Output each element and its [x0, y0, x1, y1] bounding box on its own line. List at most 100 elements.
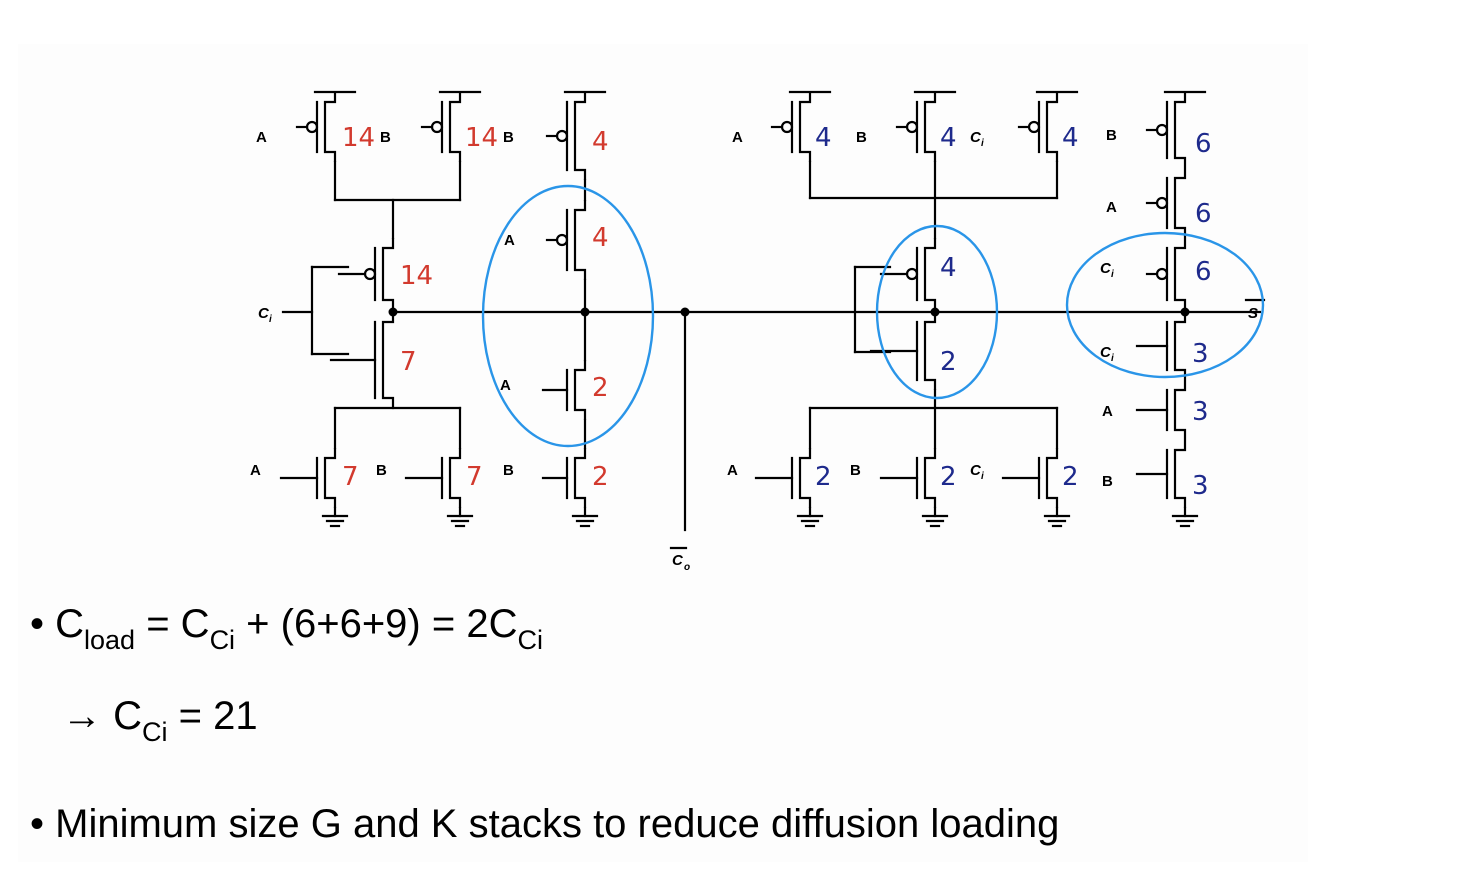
- transistor-size: 3: [1192, 339, 1209, 369]
- diffusion-highlight-circle: [875, 224, 999, 400]
- bullet: •: [30, 602, 45, 646]
- transistor-size: 7: [466, 462, 483, 492]
- arrow-icon: →: [62, 694, 102, 738]
- transistor-size: 2: [815, 462, 832, 492]
- pmos-bubble: [1155, 123, 1169, 137]
- cci-sub: Ci: [142, 717, 168, 747]
- input-label-b: B: [503, 129, 514, 146]
- transistor-channel: [923, 92, 937, 162]
- transistor-size: 14: [400, 261, 433, 291]
- output-label-s-bar: S: [1248, 305, 1258, 322]
- input-label-a: A: [1106, 199, 1117, 216]
- pmos-bubble: [780, 120, 794, 134]
- output-label-co-bar: C: [672, 552, 684, 569]
- transistor-size: 14: [465, 123, 498, 153]
- transistor-size: 4: [592, 127, 609, 157]
- transistor-size: 6: [1195, 129, 1212, 159]
- transistor-size: 14: [342, 123, 375, 153]
- transistor-channel: [448, 92, 462, 162]
- input-label-b: B: [850, 462, 861, 479]
- transistor-channel: [798, 448, 812, 508]
- input-label-a: A: [250, 462, 261, 479]
- cci-c: C: [102, 694, 142, 738]
- diffusion-highlight-circle: [481, 184, 655, 448]
- c-load-c: C: [55, 602, 85, 646]
- diffusion-highlight-circle: [1065, 231, 1265, 379]
- transistor-size: 2: [940, 347, 957, 377]
- input-label-b: B: [380, 129, 391, 146]
- transistor-channel: [923, 238, 937, 310]
- transistor-channel: [323, 448, 337, 508]
- junction-dot: [680, 307, 690, 317]
- equation-cload: • Cload = CCi + (6+6+9) = 2CCi: [30, 602, 543, 655]
- input-label-ci: C: [970, 462, 982, 479]
- transistor-channel: [381, 238, 395, 310]
- input-label-sub: i: [981, 471, 984, 482]
- c-load-sub: load: [84, 625, 136, 655]
- transistor-size: 2: [1062, 462, 1079, 492]
- transistor-size: 4: [940, 123, 957, 153]
- input-label-b: B: [376, 462, 387, 479]
- transistor-size: 2: [592, 462, 609, 492]
- transistor-channel: [1173, 440, 1187, 508]
- transistor-size: 6: [1195, 257, 1212, 287]
- bullet: •: [30, 802, 45, 846]
- pmos-bubble: [555, 129, 569, 143]
- input-label-ci: C: [1100, 260, 1112, 277]
- pmos-bubble: [555, 233, 569, 247]
- transistor-channel: [1173, 238, 1187, 310]
- input-label-ci: C: [970, 129, 982, 146]
- transistor-size: 4: [940, 253, 957, 283]
- transistor-channel: [1045, 448, 1059, 508]
- pmos-bubble: [905, 120, 919, 134]
- transistor-channel: [573, 448, 587, 508]
- transistor-size: 4: [592, 223, 609, 253]
- transistor-size: 3: [1192, 471, 1209, 501]
- eq-part-2: + (6+6+9) = 2C: [235, 602, 518, 646]
- transistor-channel: [381, 312, 395, 408]
- transistor-channel: [573, 92, 587, 180]
- input-label-b: B: [503, 462, 514, 479]
- transistor-channel: [1173, 380, 1187, 440]
- transistor-channel: [573, 360, 587, 420]
- input-label-a: A: [500, 377, 511, 394]
- pmos-bubble: [905, 267, 919, 281]
- pmos-bubble: [1155, 196, 1169, 210]
- input-label-sub: i: [1111, 269, 1114, 280]
- input-label-sub: i: [981, 138, 984, 149]
- output-label-sub: o: [684, 562, 690, 573]
- transistor-size: 7: [342, 462, 359, 492]
- transistor-channel: [573, 200, 587, 280]
- eq-part-1: = C: [135, 602, 210, 646]
- pmos-bubble: [363, 267, 377, 281]
- transistor-channel: [323, 92, 337, 162]
- transistor-size: 2: [592, 373, 609, 403]
- note-text: Minimum size G and K stacks to reduce di…: [55, 802, 1060, 846]
- pmos-bubble: [1155, 267, 1169, 281]
- transistor-channel: [1173, 312, 1187, 380]
- note-min-size: • Minimum size G and K stacks to reduce …: [30, 802, 1059, 847]
- input-label-ci: C: [1100, 344, 1112, 361]
- input-label-b: B: [1106, 127, 1117, 144]
- junction-dot: [388, 307, 398, 317]
- transistor-channel: [923, 312, 937, 390]
- input-label-a: A: [1102, 403, 1113, 420]
- cci-value: = 21: [167, 694, 258, 738]
- transistor-channel: [1173, 92, 1187, 168]
- transistor-channel: [923, 448, 937, 508]
- transistor-size: 7: [400, 347, 417, 377]
- pmos-bubble: [430, 120, 444, 134]
- input-label-a: A: [504, 232, 515, 249]
- input-label-sub: i: [269, 314, 272, 325]
- input-label-b: B: [856, 129, 867, 146]
- input-label-ci: C: [258, 305, 270, 322]
- ci-sub-1: Ci: [209, 625, 236, 655]
- transistor-channel: [1045, 92, 1059, 162]
- transistor-channel: [1173, 168, 1187, 238]
- transistor-channel: [798, 92, 812, 162]
- transistor-size: 6: [1195, 199, 1212, 229]
- transistor-size: 4: [815, 123, 832, 153]
- input-label-a: A: [256, 129, 267, 146]
